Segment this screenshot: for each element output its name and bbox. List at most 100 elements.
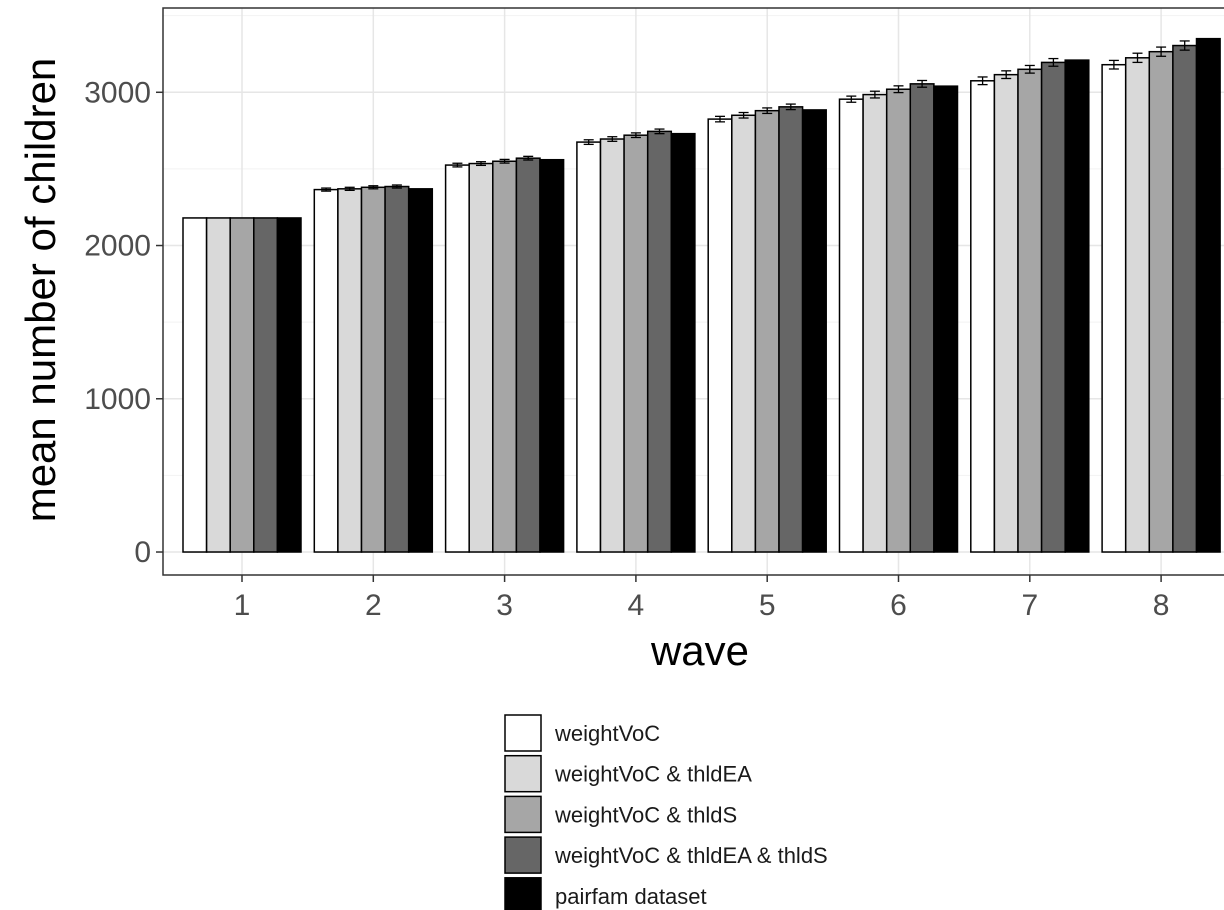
legend-item: weightVoC & thldS [504,795,737,834]
bar [909,83,935,553]
x-axis-title: wave [650,627,749,674]
bar [885,88,912,553]
error-bar [321,187,332,192]
axis-ticks: 0 1000 2000 3000 1 2 3 4 5 6 7 8 [84,76,1169,622]
error-bar [1001,70,1012,80]
bar [205,217,231,553]
bar [276,217,302,553]
bar [444,164,470,553]
bar [229,217,255,553]
bars [182,37,1221,553]
bar [337,188,363,553]
x-tick-label: 7 [1021,589,1038,622]
error-bar [630,132,641,139]
y-tick-label: 2000 [84,230,151,263]
bar [360,186,386,553]
error-bar [654,128,665,135]
error-bar [1108,59,1119,70]
bar [253,217,279,553]
error-bar [391,184,402,189]
x-tick-label: 8 [1153,589,1170,622]
error-bar [893,85,904,94]
error-bar [1156,46,1167,57]
x-tick-label: 3 [496,589,513,622]
bar [778,106,804,553]
plot-panel-border [162,7,1224,576]
error-bar [452,162,463,168]
error-bar [785,103,796,111]
bar [539,158,565,553]
bar [1101,63,1127,553]
error-bar [583,139,594,146]
legend-key [504,714,542,752]
x-tick-label: 2 [365,589,382,622]
error-bar [476,161,486,167]
error-bars [321,40,1190,192]
bar [933,85,959,553]
x-tick-label: 5 [759,589,776,622]
bar [313,188,339,553]
y-axis-title: mean number of children [17,58,64,523]
y-tick-label: 1000 [84,383,151,416]
bar [182,217,208,553]
legend-label: weightVoC & thldEA [554,762,752,787]
bar [838,98,864,553]
bar [646,130,673,553]
legend-label: pairfam dataset [555,884,707,909]
legend-label: weightVoC [554,721,660,746]
bar [707,118,733,553]
legend-key [504,754,542,793]
error-bar [1048,57,1059,67]
bar [1172,44,1198,553]
legend-item: weightVoC & thldEA & thldS [504,836,828,874]
x-tick-label: 4 [628,589,645,622]
error-bar [607,136,618,142]
legend-label: weightVoC & thldEA & thldS [554,843,828,868]
bar [1017,68,1043,553]
error-bar [738,111,749,119]
bar [1040,61,1066,553]
error-bar [917,79,928,88]
bar [515,157,541,553]
error-bar [499,158,510,164]
x-tick-label: 6 [890,589,907,622]
bar [1148,50,1174,553]
bar [468,162,494,553]
bar [492,160,518,553]
error-bar [368,185,379,190]
error-bar [523,155,534,161]
bar [1124,57,1151,553]
legend-item: pairfam dataset [504,877,707,910]
error-bar [715,115,725,123]
y-tick-label: 3000 [84,76,151,109]
bar [599,138,625,553]
legend-item: weightVoC [504,714,660,752]
y-tick-label: 0 [134,536,151,569]
error-bar [344,186,355,192]
legend-label: weightVoC & thldS [554,802,737,827]
bar [1195,37,1221,553]
bar [993,73,1019,553]
x-tick-label: 1 [234,589,251,622]
bar [623,134,649,553]
bar [754,109,780,553]
error-bar [762,107,773,115]
error-bar [1132,52,1143,64]
bar [970,80,996,553]
bar [384,185,410,553]
legend-key [504,836,542,874]
bar [801,109,827,553]
bar [670,132,696,553]
bar [576,141,602,553]
error-bar [977,76,988,86]
legend-key [504,877,542,910]
legend-item: weightVoC & thldEA [504,754,752,793]
legend: weightVoC weightVoC & thldEA weightVoC & t… [504,714,828,910]
error-bar [1024,64,1035,74]
error-bar [869,90,880,99]
bar [731,114,757,553]
bar [1064,59,1090,553]
error-bar [846,95,857,103]
bar [407,188,434,553]
